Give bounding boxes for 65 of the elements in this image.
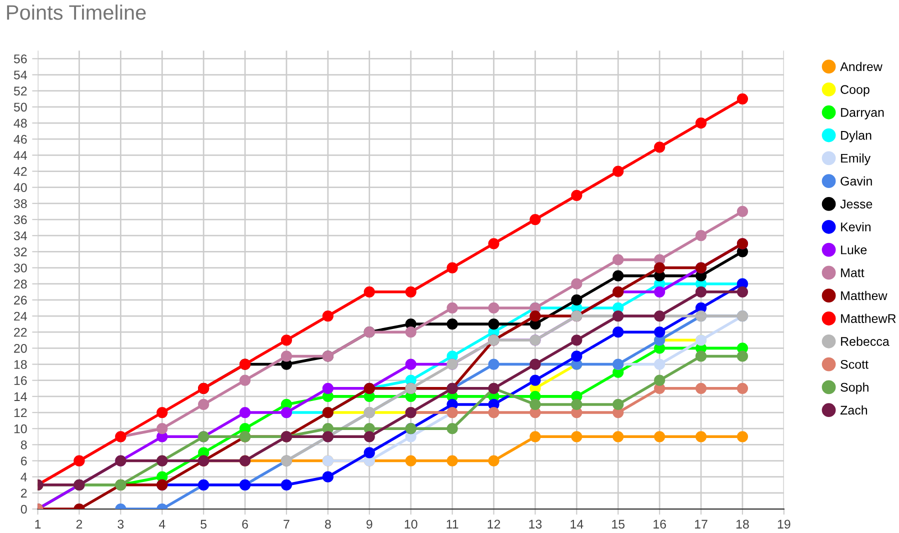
y-tick-label: 26 [14, 296, 27, 305]
legend-label: Gavin [840, 176, 872, 186]
x-tick-label: 4 [158, 520, 166, 528]
y-tick-label: 52 [14, 86, 27, 96]
y-tick-label: 34 [14, 231, 27, 240]
y-tick-label: 10 [14, 424, 27, 434]
x-tick-label: 14 [570, 520, 584, 528]
y-tick-label: 16 [14, 376, 27, 385]
y-tick-label: 48 [14, 118, 27, 128]
y-tick-label: 36 [14, 215, 27, 224]
x-tick-label: 19 [778, 520, 790, 529]
y-tick-label: 18 [14, 360, 27, 369]
legend-label: Dylan [841, 130, 872, 142]
legend-label: Darryan [841, 108, 884, 120]
legend-label: MatthewR [841, 314, 896, 323]
y-tick-label: 30 [14, 264, 27, 272]
y-tick-label: 54 [14, 70, 27, 80]
legend-label: Scott [840, 360, 868, 369]
chart-title: Points Timeline [7, 4, 146, 20]
y-tick-label: 2 [21, 488, 27, 498]
x-tick-label: 11 [446, 520, 458, 528]
y-tick-label: 20 [14, 344, 27, 353]
y-tick-label: 40 [14, 183, 27, 192]
legend-label: Matthew [841, 290, 888, 300]
y-tick-label: 56 [14, 54, 27, 64]
y-tick-label: 46 [14, 134, 27, 144]
x-tick-label: 7 [284, 520, 290, 528]
legend-label: Coop [840, 85, 870, 96]
y-tick-label: 28 [14, 280, 27, 288]
x-tick-label: 3 [118, 520, 124, 529]
x-tick-label: 13 [529, 520, 542, 529]
y-tick-label: 0 [20, 504, 27, 514]
y-tick-label: 50 [14, 102, 27, 112]
x-tick-label: 10 [404, 520, 418, 529]
legend-label: Luke [841, 245, 867, 254]
x-tick-label: 12 [488, 520, 500, 528]
y-tick-label: 4 [20, 472, 27, 482]
legend-label: Andrew [840, 62, 882, 72]
legend-label: Emily [841, 153, 871, 166]
legend-label: Soph [840, 382, 868, 394]
x-tick-label: 15 [612, 520, 625, 529]
y-tick-label: 24 [14, 312, 27, 321]
y-tick-label: 22 [14, 328, 27, 337]
x-tick-label: 1 [35, 520, 41, 528]
x-tick-label: 6 [242, 520, 248, 529]
y-tick-label: 14 [14, 392, 27, 401]
legend-label: Rebecca [841, 336, 890, 346]
legend-label: Zach [840, 405, 868, 415]
x-tick-label: 8 [325, 520, 331, 529]
y-tick-label: 42 [14, 167, 27, 176]
x-tick-label: 18 [736, 520, 749, 529]
legend-label: Kevin [841, 222, 870, 232]
x-tick-label: 17 [695, 520, 708, 528]
x-tick-label: 16 [654, 520, 666, 529]
legend-label: Jesse [840, 200, 872, 208]
y-tick-label: 32 [14, 247, 27, 256]
x-tick-label: 2 [76, 520, 82, 528]
x-tick-label: 5 [200, 520, 207, 529]
y-tick-label: 44 [14, 151, 27, 160]
y-tick-label: 38 [14, 199, 27, 208]
x-tick-label: 9 [366, 520, 372, 529]
y-tick-label: 6 [21, 456, 27, 466]
legend-label: Matt [841, 268, 864, 278]
y-tick-label: 8 [20, 440, 27, 450]
y-tick-label: 12 [14, 408, 27, 418]
